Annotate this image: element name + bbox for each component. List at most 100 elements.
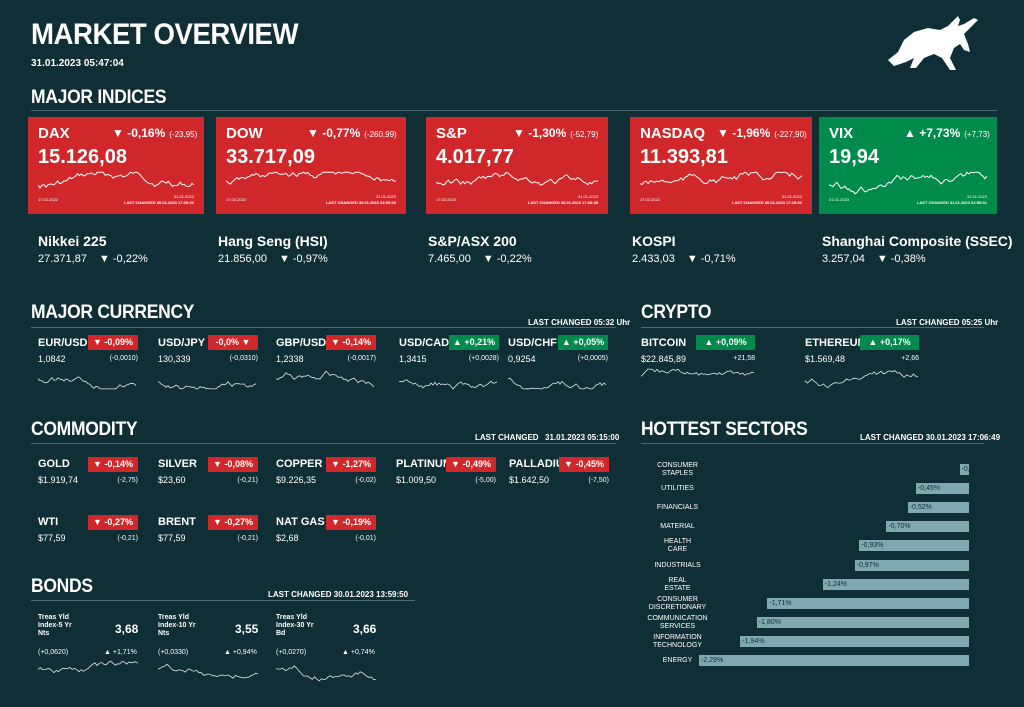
sector-bar [756,616,969,628]
section-major-indices: MAJOR INDICES [31,87,167,108]
index-value: 11.393,81 [640,146,728,168]
divider [31,443,616,444]
sector-label: REAL ESTATE [664,576,691,592]
currency-change-badge: ▼ -0,14% [326,335,376,350]
commodity-change-badge: ▼ -0,19% [326,515,376,530]
index-date-start: 31.01.2023 [829,197,850,202]
index-sparkline [226,171,396,185]
bonds-last-changed: LAST CHANGED 30.01.2023 13:59:50 [268,590,409,599]
divider [31,600,415,601]
divider [31,327,616,328]
sector-value: -0,45% [917,485,941,493]
sub-index-change: ▼ -0,22% [482,253,532,265]
index-date-end: 31.01.2023 [375,194,396,199]
index-name: S&P [436,125,467,142]
sub-index-1[interactable]: Hang Seng (HSI) 21.856,00 ▼ -0,97% [218,233,340,265]
sector-value: -0,70% [888,523,911,531]
index-value: 4.017,77 [436,146,514,168]
index-card-nasdaq[interactable]: NASDAQ ▼ -1,96% (-227,90) 11.393,81 17.02.20… [630,117,812,214]
index-change-abs: (+7,73) [964,130,990,139]
sub-index-row: 2.433,03 ▼ -0,71% [632,253,748,265]
commodity-change-abs: (-0,01) [355,535,376,542]
currency-change-badge: ▲ +0,21% [449,335,499,350]
currency-change-abs: (-0,0017) [347,355,376,362]
currency-change-badge: ▲ +0,05% [558,335,608,350]
divider [641,443,984,444]
bond-name-line1: Treas Yld [276,614,308,621]
currency-value: 130,339 [158,354,191,364]
index-sparkline [829,171,987,195]
index-change-abs: (-227,90) [774,130,807,139]
sector-label: COMMUNICATION SERVICES [647,614,708,630]
sector-bar [859,540,969,552]
sub-index-2[interactable]: S&P/ASX 200 7.465,00 ▼ -0,22% [428,233,544,265]
index-sparkline [38,171,194,189]
divider [641,327,984,328]
sector-value: -1,80% [758,618,781,626]
sector-bar [915,483,969,495]
sector-label: HEALTH CARE [663,538,692,554]
currency-value: 1,0842 [38,354,66,364]
currency-change-badge: -0,0% ▼ [208,335,258,350]
currency-change-abs: (-0,0010) [109,355,138,362]
sector-value: -1,71% [769,599,792,607]
page-title: MARKET OVERVIEW [31,18,299,51]
bond-value: 3,68 [115,622,139,636]
commodity-change-badge: ▼ -0,08% [208,457,258,472]
commodity-value: $1.009,50 [396,475,437,485]
commodity-change-abs: (-0,02) [355,477,376,484]
bond-name-line3: Nts [158,630,170,637]
sub-index-4[interactable]: Shanghai Composite (SSEC) 3.257,04 ▼ -0,38… [822,233,1013,265]
currency-name: USD/CAD [399,337,450,349]
commodity-name: PLATINUM [396,458,453,470]
commodity-value: $9.226,35 [276,475,317,485]
crypto-value: $22.845,89 [641,354,687,364]
bond-value: 3,66 [353,622,377,636]
commodity-name: BRENT [158,516,196,528]
currency-change-abs: (-0,0310) [229,355,258,362]
bond-name-line1: Treas Yld [38,614,70,621]
section-major-currency: MAJOR CURRENCY [31,302,195,323]
index-card-dax[interactable]: DAX ▼ -0,16% (-23,95) 15.126,08 17.02.2022 31… [28,117,204,214]
commodity-last-changed-value: 31.01.2023 05:15:00 [545,433,620,442]
sector-bar [699,655,969,666]
currency-sparkline [508,377,606,390]
index-change: ▼ -0,16% (-23,95) [112,126,197,140]
commodity-change-abs: (-0,21) [237,535,258,542]
sector-label: FINANCIALS [656,504,699,512]
index-card-vix[interactable]: VIX ▲ +7,73% (+7,73) 19,94 31.01.2023 31.01.2… [819,117,997,214]
sector-label: MATERIAL [660,523,695,531]
commodity-name: COPPER [276,458,323,470]
crypto-name: BITCOIN [641,337,687,349]
index-date-end: 31.01.2023 [577,194,598,199]
commodity-value: $23,60 [158,475,186,485]
index-name: NASDAQ [640,125,706,142]
commodity-value: $77,59 [158,533,186,543]
sector-label: ENERGY [662,657,693,664]
commodity-value: $77,59 [38,533,66,543]
currency-value: 1,2338 [276,354,304,364]
index-card-dow[interactable]: DOW ▼ -0,77% (-260,99) 33.717,09 17.02.2022 3… [216,117,406,214]
divider [31,110,997,111]
sub-index-row: 3.257,04 ▼ -0,38% [822,253,1013,265]
sub-index-value: 3.257,04 [822,253,865,265]
commodity-value: $1.919,74 [38,475,79,485]
index-change-pct: ▼ -0,16% [112,126,166,140]
sub-index-name: Shanghai Composite (SSEC) [822,233,1013,249]
index-change: ▼ -0,77% (-260,99) [307,126,397,140]
index-change-pct: ▲ +7,73% [904,126,961,140]
index-name: DAX [38,125,70,142]
commodity-last-changed-label: LAST CHANGED [475,433,539,442]
index-change: ▼ -1,96% (-227,90) [717,126,807,140]
currency-name: USD/JPY [158,337,206,349]
currency-sparkline [158,381,256,390]
currency-value: 0,9254 [508,354,536,364]
index-date-end: 31.01.2023 [173,194,194,199]
sub-index-3[interactable]: KOSPI 2.433,03 ▼ -0,71% [632,233,748,265]
currency-change-badge: ▼ -0,09% [88,335,138,350]
bond-name-line2: Index-10 Yr [158,622,196,629]
sub-index-0[interactable]: Nikkei 225 27.371,87 ▼ -0,22% [38,233,160,265]
section-commodity: COMMODITY [31,419,138,440]
index-card-sp[interactable]: S&P ▼ -1,30% (-52,79) 4.017,77 17.02.2022 31.… [426,117,608,214]
section-crypto: CRYPTO [641,302,712,323]
